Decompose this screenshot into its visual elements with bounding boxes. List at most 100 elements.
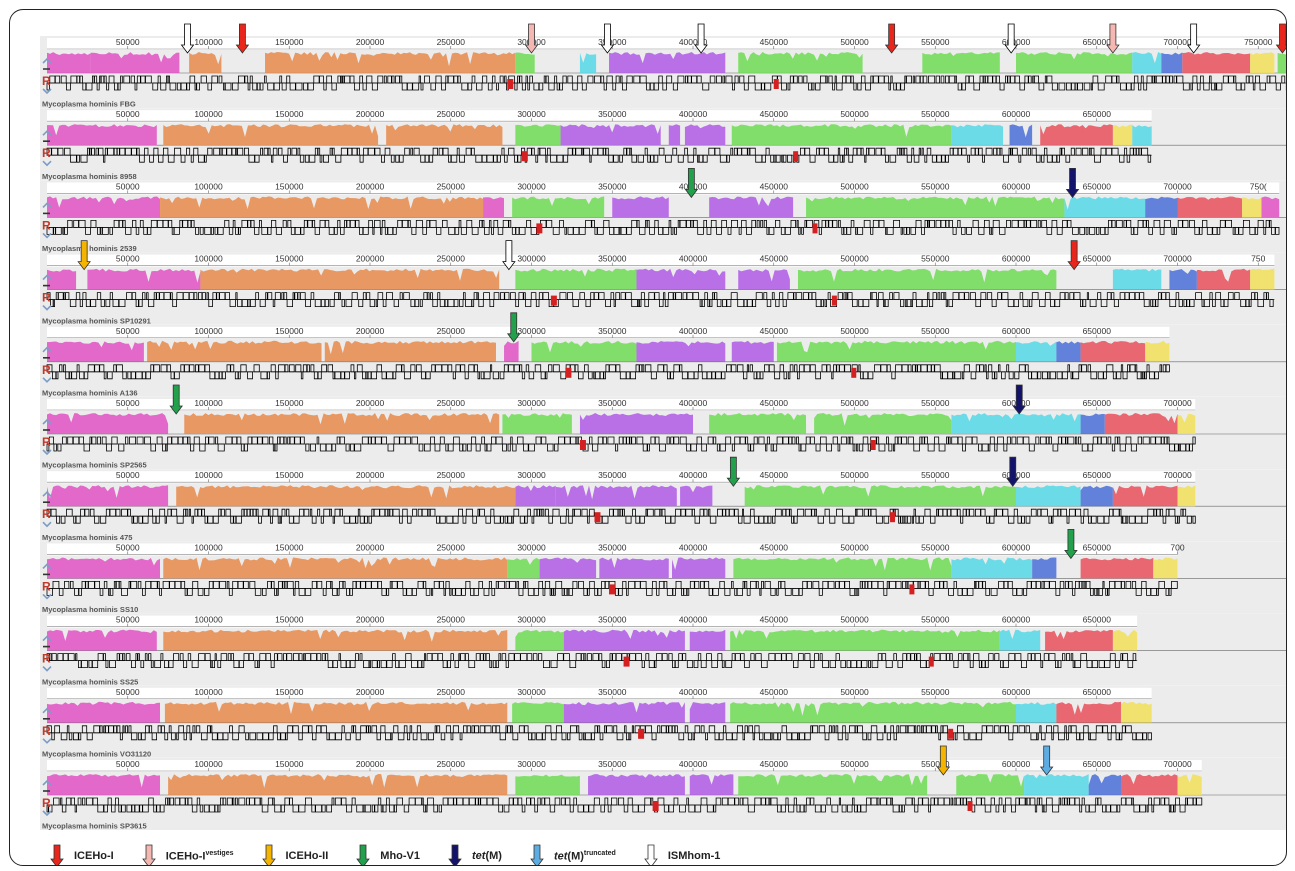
lcb-block bbox=[563, 629, 685, 651]
chevron-up-icon[interactable] bbox=[42, 707, 52, 714]
chevron-up-icon[interactable] bbox=[42, 635, 52, 642]
lcb-block bbox=[1080, 413, 1105, 434]
ruler-tick-label: 450000 bbox=[760, 542, 789, 552]
lcb-block bbox=[163, 124, 379, 146]
chevron-down-icon[interactable] bbox=[42, 738, 52, 744]
ruler-tick-label: 600000 bbox=[1002, 542, 1031, 552]
genome-label: Mycoplasma hominis SS25 bbox=[42, 677, 138, 686]
chevron-up-icon[interactable] bbox=[42, 130, 52, 136]
lcb-block bbox=[1080, 485, 1113, 507]
ruler-strip bbox=[47, 326, 1170, 339]
lcb-block bbox=[709, 196, 794, 218]
chevron-up-icon[interactable] bbox=[42, 202, 52, 208]
chevron-up-icon[interactable] bbox=[42, 418, 52, 425]
chevron-up-icon[interactable] bbox=[42, 779, 52, 786]
chevron-up-icon[interactable] bbox=[42, 274, 52, 281]
reference-marker-icon[interactable]: R bbox=[42, 74, 51, 88]
reference-marker-icon[interactable]: R bbox=[42, 435, 51, 449]
reference-marker-icon[interactable]: R bbox=[42, 724, 51, 738]
marker-arrow-ismhom-1 bbox=[502, 240, 516, 271]
ruler-tick-label: 300000 bbox=[517, 254, 546, 264]
ruler-tick-label: 350000 bbox=[598, 615, 627, 625]
lcb-block bbox=[560, 124, 661, 146]
lcb-block bbox=[689, 629, 726, 651]
genome-label: Mycoplasma hominis SP10291 bbox=[42, 316, 151, 325]
genome-label: Mycoplasma hominis SP3615 bbox=[42, 822, 147, 831]
ruler-tick-label: 100000 bbox=[194, 542, 223, 552]
ruler-tick-label: 350000 bbox=[598, 687, 627, 697]
chevron-down-icon[interactable] bbox=[42, 449, 52, 456]
marker-arrow-ismhom-1 bbox=[1186, 23, 1201, 54]
reference-marker-icon[interactable]: R bbox=[42, 218, 51, 232]
chevron-down-icon[interactable] bbox=[42, 810, 52, 817]
ruler-tick-label: 100000 bbox=[194, 109, 223, 119]
lcb-block bbox=[1056, 341, 1081, 362]
ruler-tick-label: 100000 bbox=[194, 181, 223, 191]
rrna-feature bbox=[550, 295, 557, 306]
chevron-up-icon[interactable] bbox=[42, 346, 52, 353]
ruler-tick-label: 200000 bbox=[356, 109, 385, 119]
ruler-tick-label: 700000 bbox=[1163, 254, 1192, 264]
ruler-tick-label: 450000 bbox=[760, 109, 789, 119]
rrna-feature bbox=[565, 367, 572, 378]
reference-marker-icon[interactable]: R bbox=[42, 507, 51, 521]
legend-label-superscript: truncated bbox=[583, 849, 616, 857]
ruler-strip bbox=[47, 760, 1202, 772]
reference-marker-icon[interactable]: R bbox=[42, 652, 51, 666]
rrna-feature bbox=[831, 295, 837, 306]
ruler-tick-label: 500000 bbox=[840, 470, 869, 480]
ruler-tick-label: 500000 bbox=[840, 398, 869, 408]
lcb-block bbox=[731, 124, 952, 146]
chevron-down-icon[interactable] bbox=[42, 593, 52, 600]
ruler-tick-label: 600000 bbox=[1002, 181, 1031, 191]
ruler-tick-label: 150000 bbox=[275, 326, 304, 336]
chevron-down-icon[interactable] bbox=[42, 305, 52, 311]
chevron-up-icon[interactable] bbox=[42, 57, 52, 64]
ruler-tick-label: 300000 bbox=[517, 759, 546, 769]
marker-arrow-iceho-i bbox=[1275, 23, 1286, 54]
ruler-tick-label: 100000 bbox=[194, 37, 223, 47]
ruler-tick-label: 200000 bbox=[356, 759, 385, 769]
chevron-down-icon[interactable] bbox=[42, 377, 52, 383]
ruler-tick-label: 650000 bbox=[1083, 37, 1112, 47]
ruler-tick-label: 400000 bbox=[679, 109, 708, 119]
ruler-tick-label: 500000 bbox=[840, 542, 869, 552]
ruler-tick-label: 150000 bbox=[275, 615, 304, 625]
reference-marker-icon[interactable]: R bbox=[42, 579, 51, 593]
ruler-tick-label: 650000 bbox=[1083, 615, 1112, 625]
lcb-block bbox=[588, 774, 685, 795]
ruler-tick-label: 350000 bbox=[598, 181, 627, 191]
lcb-block bbox=[47, 269, 77, 290]
rrna-feature bbox=[536, 223, 543, 234]
ruler-tick-label: 650000 bbox=[1083, 759, 1112, 769]
lcb-block bbox=[515, 124, 561, 146]
reference-marker-icon[interactable]: R bbox=[42, 363, 51, 377]
ruler-strip bbox=[47, 182, 1280, 195]
ruler-tick-label: 650000 bbox=[1083, 687, 1112, 697]
chevron-down-icon[interactable] bbox=[42, 232, 52, 239]
ruler-tick-label: 350000 bbox=[598, 37, 627, 47]
chevron-down-icon[interactable] bbox=[42, 521, 52, 528]
chevron-down-icon[interactable] bbox=[42, 160, 52, 167]
lcb-block bbox=[147, 340, 322, 362]
legend-label-superscript: vestiges bbox=[205, 849, 234, 857]
feature-genes-forward bbox=[53, 797, 1203, 806]
lcb-block bbox=[512, 196, 605, 218]
chevron-up-icon[interactable] bbox=[42, 563, 52, 569]
chevron-up-icon[interactable] bbox=[42, 491, 52, 497]
lcb-block bbox=[563, 701, 685, 723]
reference-marker-icon[interactable]: R bbox=[42, 796, 51, 810]
lcb-block bbox=[555, 485, 677, 507]
ruler-tick-label: 300000 bbox=[517, 109, 546, 119]
feature-genes-reverse bbox=[78, 660, 1134, 668]
ruler-tick-label: 400000 bbox=[679, 470, 708, 480]
lcb-block bbox=[1177, 196, 1243, 218]
ruler-tick-label: 200000 bbox=[356, 254, 385, 264]
lcb-block bbox=[1153, 557, 1178, 579]
reference-marker-icon[interactable]: R bbox=[42, 146, 51, 160]
chevron-down-icon[interactable] bbox=[42, 666, 52, 672]
chevron-down-icon[interactable] bbox=[42, 88, 52, 95]
reference-marker-icon[interactable]: R bbox=[42, 291, 51, 305]
ruler-tick-label: 550000 bbox=[921, 687, 950, 697]
